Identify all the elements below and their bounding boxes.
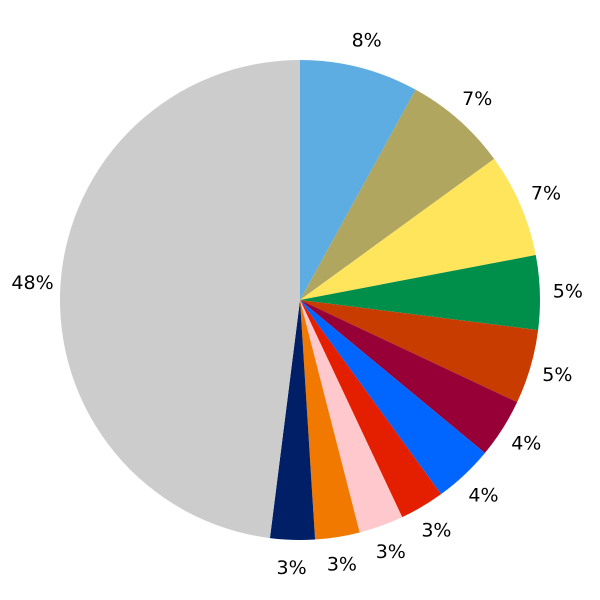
pie-slice	[59, 60, 300, 539]
pie-slice	[269, 300, 316, 541]
slice-label: 7%	[531, 183, 561, 205]
pie-slice	[300, 300, 539, 403]
slice-label: 8%	[352, 29, 382, 51]
pie-slice	[300, 255, 541, 331]
slice-label: 48%	[11, 272, 53, 294]
slice-label: 3%	[277, 557, 307, 579]
pie-slice	[300, 300, 442, 518]
pie-slice	[300, 60, 416, 300]
pie-slice	[300, 158, 536, 300]
pie-slice	[300, 89, 495, 300]
slice-label: 5%	[553, 281, 583, 303]
pie-slice	[300, 300, 518, 453]
slice-label: 3%	[327, 554, 357, 576]
slice-label: 4%	[511, 433, 541, 455]
slice-label: 5%	[542, 364, 572, 386]
slice-label: 7%	[462, 88, 492, 110]
slice-label: 3%	[376, 541, 406, 563]
slice-label: 3%	[421, 520, 451, 542]
slice-label: 4%	[468, 484, 498, 506]
pie-slice	[300, 300, 485, 495]
pie-slice	[300, 300, 403, 533]
pie-slice	[300, 300, 360, 540]
